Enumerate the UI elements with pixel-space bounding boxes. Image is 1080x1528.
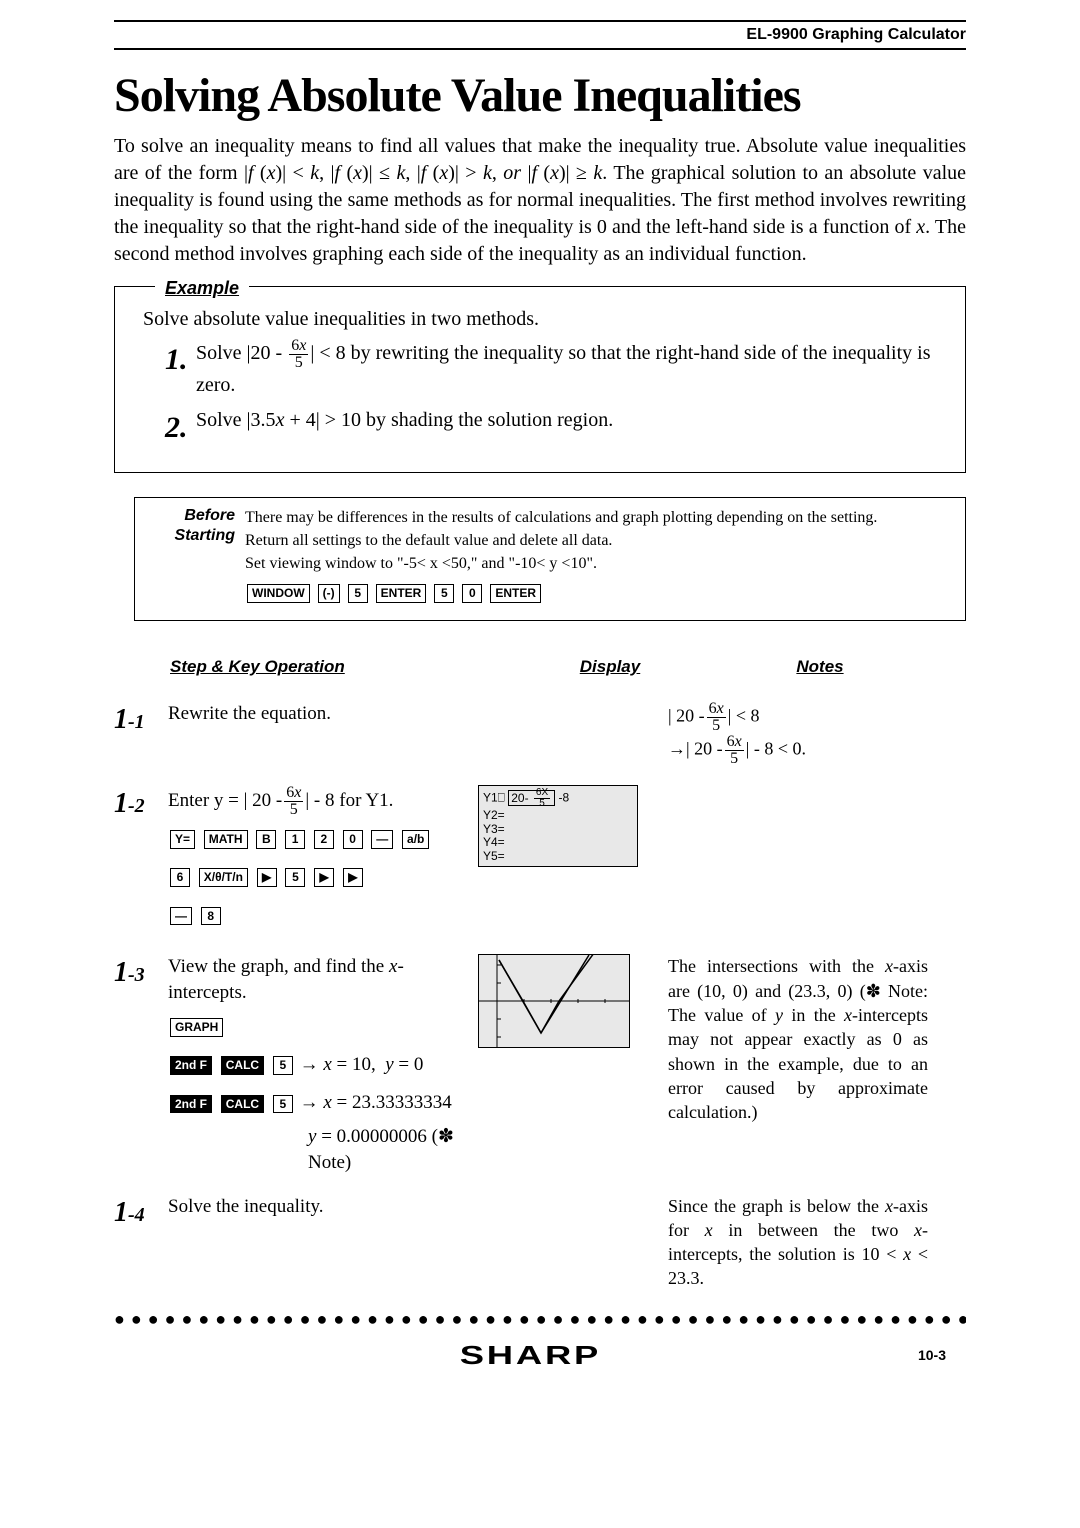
key-0b: 0	[343, 830, 363, 848]
before-content: There may be differences in the results …	[241, 498, 965, 620]
key-2ndf-2: 2nd F	[170, 1095, 212, 1113]
example-item-2: 2. Solve |3.5x + 4| > 10 by shading the …	[165, 406, 945, 450]
example-box: Example Solve absolute value inequalitie…	[114, 286, 966, 473]
columns-header: Step & Key Operation Display Notes	[114, 657, 966, 677]
before-keys: WINDOW (-) 5 ENTER 5 0 ENTER	[245, 579, 955, 608]
page-title: Solving Absolute Value Inequalities	[114, 68, 966, 123]
key-xthetan: X/θ/T/n	[199, 868, 248, 886]
key-ab: a/b	[402, 830, 429, 848]
footer: SHARP 10-3	[114, 1340, 966, 1371]
before-line2: Return all settings to the default value…	[245, 529, 955, 552]
key-calc-2: CALC	[221, 1095, 264, 1113]
key-graph: GRAPH	[170, 1018, 223, 1036]
key-enter: ENTER	[376, 584, 427, 602]
key-5b: 5	[434, 584, 454, 602]
step-1-1: 1-1 Rewrite the equation. | 20 -6x5| < 8…	[114, 701, 966, 767]
step-num-1-4: 1-4	[114, 1194, 168, 1291]
dotted-divider: ●●●●●●●●●●●●●●●●●●●●●●●●●●●●●●●●●●●●●●●●…	[114, 1309, 966, 1330]
key-right3: ▶	[343, 868, 363, 886]
intro-paragraph: To solve an inequality means to find all…	[114, 133, 966, 268]
key-8: 8	[201, 907, 221, 925]
key-calc: CALC	[221, 1056, 264, 1074]
col-header-step: Step & Key Operation	[114, 657, 510, 677]
step-num-1-1: 1-1	[114, 701, 168, 767]
step-1-3-text: View the graph, and find the x-intercept…	[168, 954, 468, 1175]
before-line1: There may be differences in the results …	[245, 506, 955, 529]
col-header-display: Display	[510, 657, 710, 677]
example-item-1: 1. Solve |20 - 6x5| < 8 by rewriting the…	[165, 338, 945, 400]
step-1-1-text: Rewrite the equation.	[168, 701, 468, 767]
step-1-4: 1-4 Solve the inequality. Since the grap…	[114, 1194, 966, 1291]
step-1-4-text: Solve the inequality.	[168, 1194, 468, 1291]
key-0: 0	[462, 584, 482, 602]
key-y-equals: Y=	[170, 830, 195, 848]
step-1-3-notes: The intersections with the x-axis are (1…	[668, 954, 928, 1175]
key-enter2: ENTER	[490, 584, 541, 602]
step-1-4-notes: Since the graph is below the x-axis for …	[668, 1194, 928, 1291]
key-window: WINDOW	[247, 584, 310, 602]
step-num-1-3: 1-3	[114, 954, 168, 1175]
key-5d: 5	[273, 1056, 293, 1074]
key-5: 5	[348, 584, 368, 602]
example-legend: Example	[155, 275, 249, 301]
display-graph	[478, 954, 630, 1048]
before-line3: Set viewing window to "-5< x <50," and "…	[245, 552, 955, 575]
fraction-6x-5: 6x5	[289, 338, 308, 371]
key-6: 6	[170, 868, 190, 886]
key-1: 1	[285, 830, 305, 848]
before-starting-box: BeforeStarting There may be differences …	[134, 497, 966, 621]
step-1-1-notes: | 20 -6x5| < 8 →| 20 -6x5| - 8 < 0.	[668, 701, 928, 767]
before-label: BeforeStarting	[135, 498, 241, 620]
key-math: MATH	[204, 830, 248, 848]
ex1-prefix: Solve |20 -	[196, 342, 287, 364]
key-right: ▶	[257, 868, 277, 886]
key-minus2: —	[170, 907, 192, 925]
step-num-1-2: 1-2	[114, 785, 168, 937]
product-name: EL-9900 Graphing Calculator	[746, 26, 966, 43]
key-5c: 5	[285, 868, 305, 886]
header-bar: EL-9900 Graphing Calculator	[114, 20, 966, 50]
key-5e: 5	[273, 1095, 293, 1113]
key-b: B	[256, 830, 276, 848]
step-1-3: 1-3 View the graph, and find the x-inter…	[114, 954, 966, 1175]
step-1-2-text: Enter y = | 20 -6x5| - 8 for Y1. Y= MATH…	[168, 785, 468, 937]
col-header-notes: Notes	[710, 657, 930, 677]
key-neg: (-)	[318, 584, 340, 602]
display-y-list: Y1⎕ 20- 6X5 -8 Y2=Y3=Y4=Y5=	[478, 785, 638, 867]
key-right2: ▶	[314, 868, 334, 886]
step-1-2: 1-2 Enter y = | 20 -6x5| - 8 for Y1. Y= …	[114, 785, 966, 937]
example-lead: Solve absolute value inequalities in two…	[143, 305, 945, 334]
key-minus: —	[371, 830, 393, 848]
brand-logo: SHARP	[332, 1340, 728, 1371]
key-2ndf: 2nd F	[170, 1056, 212, 1074]
key-2: 2	[314, 830, 334, 848]
